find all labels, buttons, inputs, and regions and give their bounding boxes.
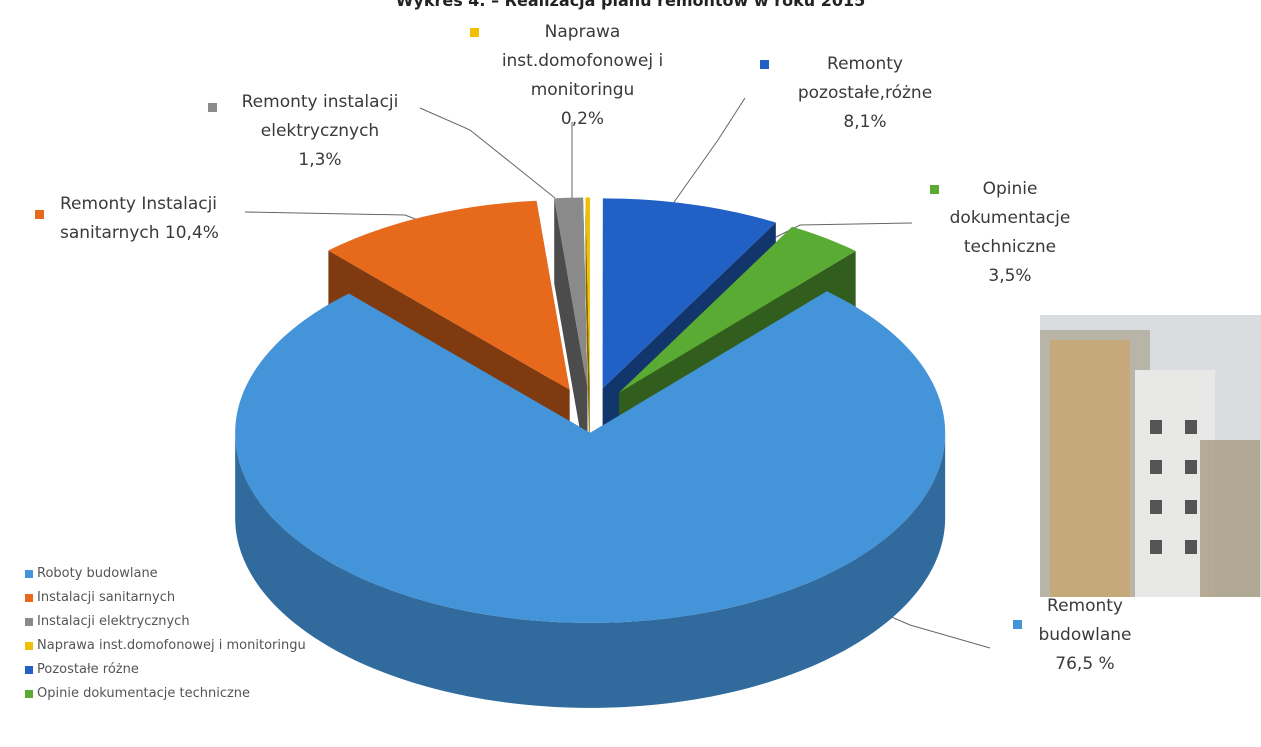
legend-label: Opinie dokumentacje techniczne	[37, 686, 250, 701]
legend-item: Roboty budowlane	[25, 566, 158, 581]
page: Wykres 4. – Realizacja planu remontów w …	[0, 0, 1261, 747]
legend-item: Opinie dokumentacje techniczne	[25, 686, 250, 701]
slice-value-label: 0,2%	[561, 109, 604, 129]
legend-swatch	[25, 594, 33, 602]
slice-label: Naprawa inst.domofonowej i monitoringu 0,…	[500, 18, 665, 134]
slice-value-label: 1,3%	[298, 150, 341, 170]
label-marker	[760, 60, 769, 69]
slice-label: Remonty instalacji elektrycznych 1,3%	[205, 88, 435, 175]
photo	[1040, 315, 1261, 597]
legend-swatch	[25, 642, 33, 650]
label-marker	[470, 28, 479, 37]
legend-swatch	[25, 618, 33, 626]
slice-name: Opinie dokumentacje techniczne	[950, 179, 1071, 257]
legend-item: Instalacji sanitarnych	[25, 590, 175, 605]
pie-slices	[235, 198, 945, 708]
slice-value-label: 8,1%	[843, 112, 886, 132]
legend-label: Instalacji elektrycznych	[37, 614, 190, 629]
legend-label: Pozostałe różne	[37, 662, 139, 677]
legend-item: Instalacji elektrycznych	[25, 614, 190, 629]
slice-value-label: 3,5%	[988, 266, 1031, 286]
legend-item: Pozostałe różne	[25, 662, 139, 677]
slice-name: Naprawa inst.domofonowej i monitoringu	[502, 22, 663, 100]
legend-label: Instalacji sanitarnych	[37, 590, 175, 605]
legend-swatch	[25, 666, 33, 674]
legend-item: Naprawa inst.domofonowej i monitoringu	[25, 638, 306, 653]
label-marker	[1013, 620, 1022, 629]
legend-swatch	[25, 690, 33, 698]
slice-name: Remonty instalacji elektrycznych	[242, 92, 399, 141]
slice-value-label: 76,5 %	[1055, 654, 1114, 674]
chart-title: Wykres 4. – Realizacja planu remontów w …	[0, 0, 1261, 10]
slice-name: Remonty budowlane	[1038, 596, 1131, 645]
slice-label: Opinie dokumentacje techniczne 3,5%	[935, 175, 1085, 291]
slice-label: Remonty pozostałe,różne 8,1%	[785, 50, 945, 137]
legend-swatch	[25, 570, 33, 578]
slice-value-label: 10,4%	[165, 223, 219, 243]
slice-label: Remonty Instalacji sanitarnych 10,4%	[40, 190, 290, 248]
slice-name: Remonty pozostałe,różne	[798, 54, 932, 103]
slice-label: Remonty budowlane 76,5 %	[1025, 592, 1145, 679]
legend-label: Roboty budowlane	[37, 566, 158, 581]
legend-label: Naprawa inst.domofonowej i monitoringu	[37, 638, 306, 653]
